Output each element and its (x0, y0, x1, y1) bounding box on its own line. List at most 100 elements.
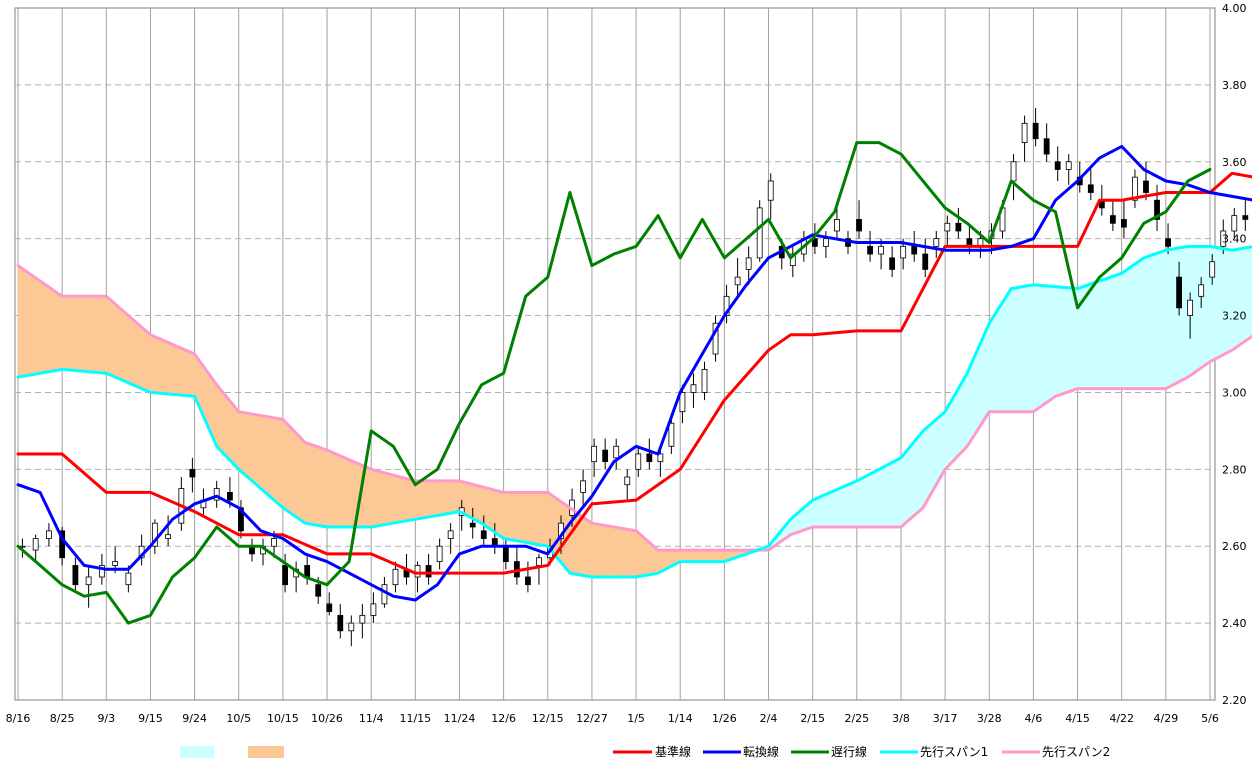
cloud-segment (973, 353, 977, 437)
cloud-segment (19, 266, 23, 378)
cloud-segment (344, 457, 348, 528)
x-tick-label: 5/6 (1201, 712, 1219, 725)
cloud-segment (721, 549, 725, 562)
candle-body (112, 561, 119, 566)
cloud-segment (810, 499, 813, 529)
candle-body (502, 545, 509, 563)
cloud-segment (832, 490, 836, 528)
cloud-segment (865, 474, 869, 528)
cloud-segment (911, 440, 915, 519)
cloud-segment (53, 289, 56, 372)
cloud-segment (412, 479, 416, 521)
cloud-segment (282, 418, 286, 510)
cloud-segment (920, 430, 924, 511)
cloud-segment (165, 341, 169, 395)
cloud-segment (1105, 277, 1109, 389)
cloud-segment (309, 443, 312, 525)
candle-body (1087, 184, 1094, 193)
candle-body (690, 384, 697, 393)
candle-body (392, 568, 399, 586)
candle-body (955, 222, 962, 232)
cloud-segment (229, 400, 233, 464)
y-tick-label: 3.40 (1222, 233, 1247, 246)
cloud-segment (525, 492, 529, 544)
cloud-segment (626, 528, 630, 578)
cloud-segment (450, 480, 454, 514)
cloud-segment (395, 475, 398, 524)
x-tick-label: 11/24 (444, 712, 476, 725)
cloud-segment (423, 480, 427, 519)
cloud-segment (163, 340, 167, 395)
candle-body (1143, 180, 1149, 193)
legend-label-senkou1: 先行スパン1 (920, 745, 988, 759)
cloud-segment (1233, 249, 1237, 350)
cloud-segment (240, 411, 244, 474)
y-tick-label: 3.20 (1222, 310, 1247, 323)
cloud-segment (1064, 287, 1067, 394)
candle-body (1121, 219, 1127, 228)
cloud-segment (1156, 252, 1160, 389)
cloud-segment (916, 435, 919, 515)
candle-body (1165, 238, 1171, 247)
cloud-segment (827, 491, 831, 528)
cloud-segment (518, 492, 522, 542)
cloud-segment (1006, 291, 1010, 412)
cloud-segment (335, 453, 339, 528)
cloud-segment (993, 311, 997, 412)
cloud-segment (289, 425, 293, 515)
cloud-segment (1061, 286, 1065, 395)
candle-body (1065, 161, 1072, 170)
candle-body (591, 445, 598, 463)
cloud-segment (313, 445, 317, 526)
cloud-segment (1225, 248, 1228, 355)
chikou-line (16, 141, 1212, 625)
cloud-segment (918, 432, 922, 513)
cloud-segment (975, 348, 979, 434)
cloud-segment (836, 488, 840, 528)
cloud-segment (587, 519, 591, 577)
cloud-segment (410, 479, 414, 521)
x-tick-label: 3/28 (977, 712, 1002, 725)
candle-body (613, 445, 620, 459)
cloud-segment (105, 295, 109, 375)
cloud-segment (1167, 249, 1171, 388)
cloud-segment (445, 480, 449, 515)
cloud-segment (1154, 252, 1158, 389)
x-tick-label: 3/17 (933, 712, 958, 725)
cloud-segment (1110, 275, 1114, 389)
candle-body (944, 222, 951, 232)
cloud-segment (843, 485, 847, 528)
cloud-segment (880, 466, 884, 528)
cloud-segment (348, 459, 352, 528)
cloud-segment (545, 492, 549, 547)
candle-body (767, 180, 774, 201)
cloud-segment (454, 480, 458, 513)
cloud-segment (708, 549, 712, 562)
candle-body (1198, 284, 1205, 297)
cloud-segment (582, 516, 586, 577)
cloud-segment (434, 480, 438, 517)
cloud-segment (1150, 254, 1153, 389)
cloud-segment (295, 432, 299, 520)
cloud-segment (538, 492, 542, 546)
cloud-segment (253, 414, 257, 486)
cloud-segment (618, 527, 621, 578)
cloud-segment (1152, 253, 1156, 389)
cloud-segment (1121, 271, 1125, 389)
cloud-segment (112, 301, 116, 378)
cloud-segment (57, 292, 61, 371)
cloud-segment (620, 527, 624, 578)
cloud-segment (465, 482, 469, 517)
cloud-segment (640, 534, 643, 577)
cloud-segment (1139, 258, 1142, 389)
cloud-segment (715, 549, 719, 562)
cloud-segment (1145, 255, 1149, 389)
cloud-segment (194, 353, 198, 402)
cloud-segment (688, 549, 692, 562)
cloud-segment (1220, 247, 1224, 357)
cloud-segment (690, 549, 694, 562)
cloud-segment (814, 497, 818, 528)
senkou1-line (16, 244, 1252, 579)
cloud-segment (660, 549, 663, 573)
cloud-segment (139, 324, 142, 390)
